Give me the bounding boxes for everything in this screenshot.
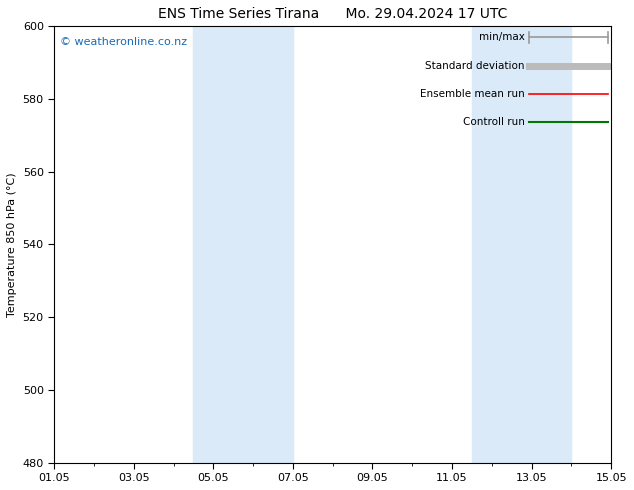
Bar [472,26,571,463]
Text: min/max: min/max [479,32,525,42]
Text: © weatheronline.co.nz: © weatheronline.co.nz [60,37,187,47]
Text: Ensemble mean run: Ensemble mean run [420,89,525,99]
Title: ENS Time Series Tirana      Mo. 29.04.2024 17 UTC: ENS Time Series Tirana Mo. 29.04.2024 17… [158,7,507,21]
Text: Standard deviation: Standard deviation [425,61,525,71]
Y-axis label: Temperature 850 hPa (°C): Temperature 850 hPa (°C) [7,172,17,317]
Bar [193,26,293,463]
Text: Controll run: Controll run [463,117,525,127]
